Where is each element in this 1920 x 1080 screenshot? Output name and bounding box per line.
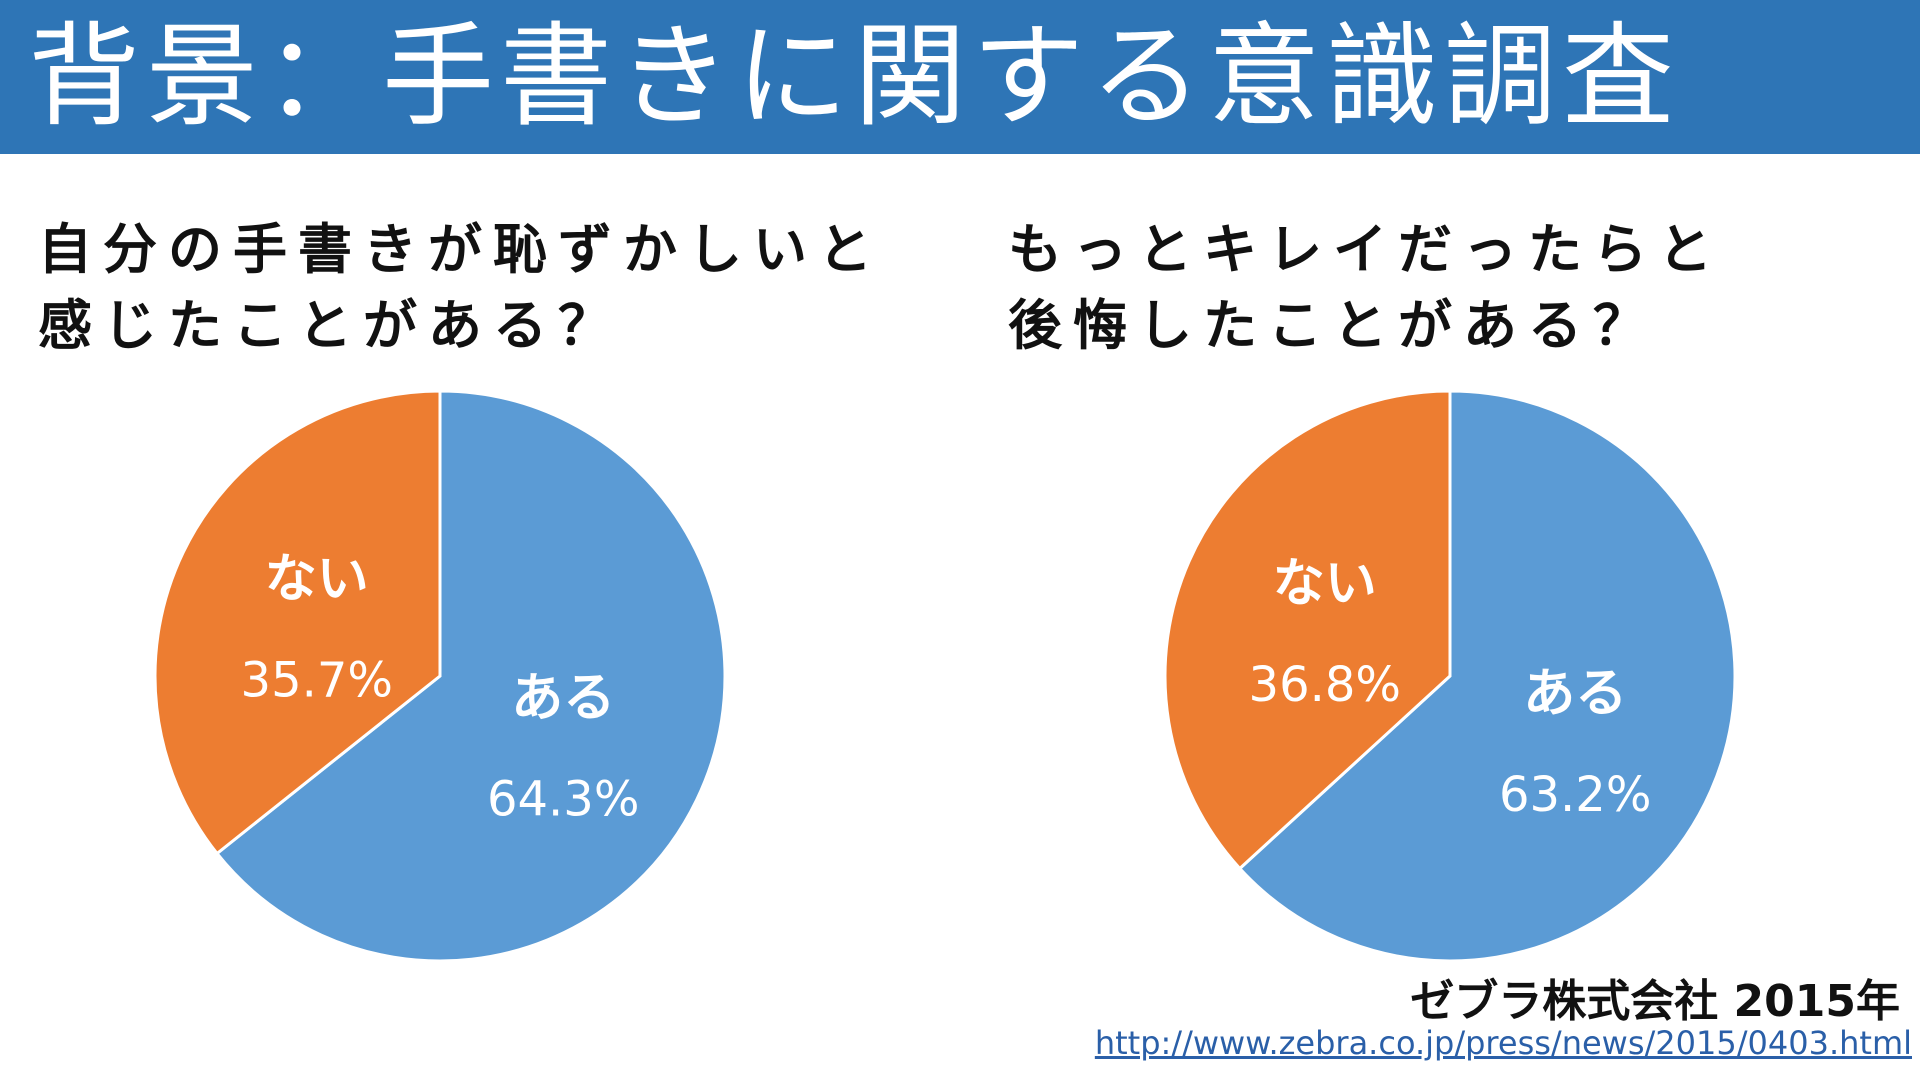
right-slice-label-yes: ある <box>1523 664 1627 724</box>
right-question-line-2: 後悔したことがある？ <box>1008 294 1658 357</box>
right-question-line-1: もっとキレイだったらと <box>1008 218 1723 281</box>
right-pie-slice-no <box>1163 389 1452 871</box>
left-slice-value-no: 35.7% <box>241 653 393 709</box>
left-pie-slice-no <box>153 389 442 856</box>
left-question-line-1: 自分の手書きが恥ずかしいと <box>38 218 883 281</box>
right-pie-slice-yes <box>1237 389 1737 963</box>
right-chart-question: もっとキレイだったらと 後悔したことがある？ <box>1008 212 1723 364</box>
left-pie-slice-yes <box>214 389 727 963</box>
right-pie-chart: ある 63.2% ない 36.8% <box>1163 389 1737 963</box>
right-slice-label-no: ない <box>1273 554 1377 614</box>
left-slice-label-no: ない <box>265 550 369 610</box>
left-slice-label-yes: ある <box>511 668 615 728</box>
left-chart-question: 自分の手書きが恥ずかしいと 感じたことがある？ <box>38 212 883 364</box>
left-question-line-2: 感じたことがある？ <box>38 294 623 357</box>
slide-title: 背景：手書きに関する意識調査 <box>28 12 1680 142</box>
left-pie-chart: ある 64.3% ない 35.7% <box>153 389 727 963</box>
source-label: ゼブラ株式会社 2015年 <box>1410 976 1900 1027</box>
left-slice-value-yes: 64.3% <box>487 771 639 827</box>
right-slice-value-yes: 63.2% <box>1499 767 1651 823</box>
right-slice-value-no: 36.8% <box>1249 657 1401 713</box>
title-bar: 背景：手書きに関する意識調査 <box>0 0 1920 154</box>
source-url-link[interactable]: http://www.zebra.co.jp/press/news/2015/0… <box>1094 1024 1912 1062</box>
